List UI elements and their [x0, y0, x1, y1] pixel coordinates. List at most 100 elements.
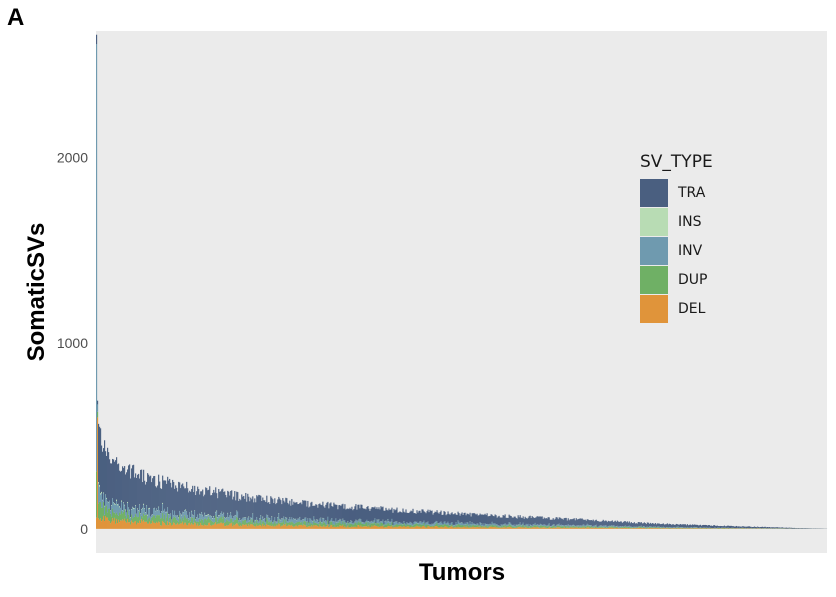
- bar-segment-dup: [304, 520, 306, 526]
- bar-segment-tra: [219, 491, 221, 515]
- bar-segment-inv: [157, 510, 159, 516]
- bar-segment-dup: [510, 525, 512, 528]
- bar-segment-tra: [278, 496, 280, 514]
- bar-segment-del: [360, 525, 362, 529]
- bar-segment-ins: [185, 509, 187, 511]
- bar-segment-tra: [182, 483, 184, 512]
- bar-segment-tra: [363, 508, 365, 523]
- bar-segment-inv: [316, 519, 318, 524]
- bar-segment-tra: [667, 524, 669, 528]
- bar-segment-del: [600, 527, 602, 529]
- bar-segment-inv: [402, 524, 404, 526]
- bar-segment-del: [119, 522, 121, 529]
- bar-segment-del: [147, 523, 149, 529]
- bar-segment-inv: [647, 527, 649, 528]
- bar-segment-inv: [530, 525, 532, 527]
- bar-segment-tra: [325, 504, 327, 520]
- bar-segment-inv: [486, 523, 488, 527]
- bar-segment-dup: [309, 521, 311, 526]
- bar-segment-del: [506, 527, 508, 529]
- bar-segment-tra: [473, 512, 475, 524]
- bar-segment-del: [161, 525, 163, 529]
- bar-segment-tra: [248, 496, 250, 517]
- bar-segment-del: [554, 527, 556, 529]
- bar-segment-inv: [422, 522, 424, 525]
- bar-segment-del: [630, 528, 632, 529]
- bar-segment-tra: [402, 508, 404, 525]
- bar-segment-del: [558, 527, 560, 529]
- bar-segment-tra: [617, 521, 619, 527]
- bar-segment-inv: [160, 513, 162, 519]
- bar-segment-inv: [673, 527, 675, 528]
- bar-segment-del: [188, 523, 190, 529]
- bar-segment-inv: [403, 521, 405, 524]
- bar-segment-inv: [533, 524, 535, 526]
- bar-segment-del: [574, 527, 576, 529]
- bar-segment-inv: [576, 525, 578, 527]
- bar-segment-del: [327, 524, 329, 529]
- bar-segment-dup: [461, 524, 463, 528]
- bar-segment-inv: [488, 524, 490, 527]
- bar-segment-tra: [789, 527, 792, 529]
- bar-segment-tra: [256, 495, 258, 518]
- bar-segment-tra: [502, 515, 504, 525]
- bar-segment-inv: [301, 519, 303, 522]
- bar-segment-del: [560, 528, 562, 529]
- bar-segment-tra: [377, 509, 379, 520]
- bar-segment-del: [643, 527, 645, 529]
- bar-segment-tra: [761, 526, 764, 529]
- bar-segment-tra: [650, 523, 652, 527]
- bar-segment-tra: [399, 511, 401, 523]
- bar-segment-ins: [124, 504, 126, 506]
- bar-segment-dup: [109, 508, 111, 522]
- bar-segment-dup: [192, 517, 194, 525]
- bar-segment-tra: [366, 506, 368, 520]
- bar-segment-dup: [346, 526, 348, 528]
- bar-segment-inv: [681, 527, 683, 528]
- bar-segment-tra: [191, 489, 193, 511]
- bar-segment-inv: [225, 518, 227, 522]
- bar-segment-del: [391, 525, 393, 529]
- y-tick-label: 2000: [57, 149, 88, 165]
- bar-segment-tra: [447, 511, 449, 522]
- bar-segment-dup: [169, 517, 171, 523]
- bar-segment-inv: [250, 517, 252, 520]
- bar-segment-dup: [105, 507, 107, 517]
- bar-segment-inv: [419, 521, 421, 524]
- bar-segment-inv: [371, 520, 373, 524]
- bar-segment-del: [214, 523, 216, 529]
- bar-segment-inv: [464, 522, 466, 525]
- bar-segment-dup: [306, 525, 308, 528]
- bar-segment-tra: [470, 516, 472, 525]
- bar-segment-inv: [103, 493, 105, 502]
- bar-segment-dup: [636, 527, 638, 529]
- bar-segment-tra: [316, 504, 318, 520]
- bar-segment-del: [477, 526, 479, 529]
- bar-segment-dup: [263, 521, 265, 526]
- bar-segment-dup: [638, 526, 640, 528]
- bar-segment-del: [393, 526, 395, 529]
- bar-segment-del: [351, 526, 353, 529]
- bar-segment-dup: [143, 513, 145, 521]
- bar-segment-tra: [161, 489, 163, 512]
- bar-segment-dup: [446, 524, 448, 527]
- bar-segment-tra: [270, 496, 272, 521]
- bar-segment-tra: [456, 515, 458, 525]
- bar-segment-inv: [650, 526, 652, 528]
- bar-segment-del: [191, 523, 193, 529]
- bar-segment-inv: [601, 525, 603, 527]
- bar-segment-dup: [194, 517, 196, 523]
- bar-segment-del: [240, 525, 242, 529]
- bar-segment-del: [564, 528, 566, 529]
- bar-segment-del: [690, 528, 692, 529]
- bar-segment-del: [539, 527, 541, 529]
- panel-label: A: [7, 4, 25, 31]
- bar-segment-del: [602, 527, 604, 529]
- bar-segment-del: [133, 522, 135, 529]
- bar-segment-dup: [219, 518, 221, 524]
- bar-segment-dup: [231, 518, 233, 523]
- bar-segment-tra: [711, 526, 713, 528]
- bar-segment-tra: [656, 523, 658, 527]
- bar-segment-tra: [333, 502, 335, 521]
- bar-segment-dup: [275, 523, 277, 527]
